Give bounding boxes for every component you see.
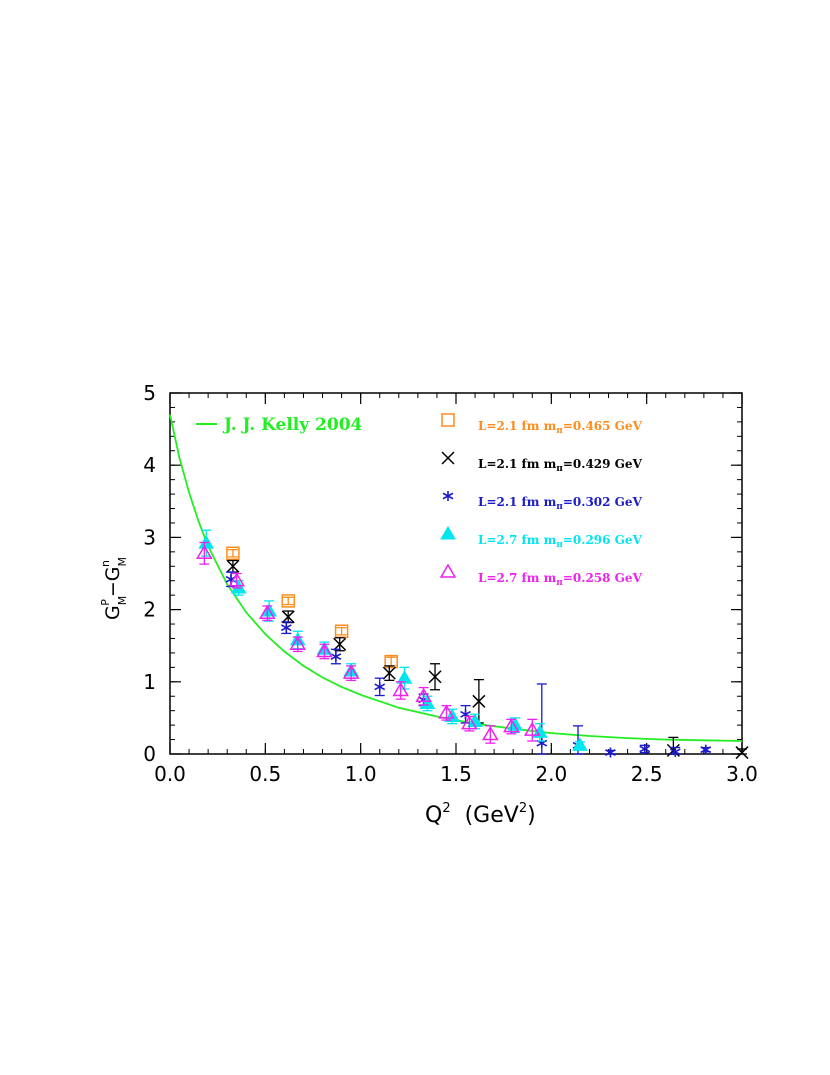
legend-label: L=2.7 fm mπ=0.258 GeV bbox=[478, 571, 643, 588]
series-group bbox=[196, 541, 541, 744]
plot-frame bbox=[169, 392, 743, 755]
data-point bbox=[438, 704, 455, 719]
x-tick-label: 3.0 bbox=[726, 762, 758, 786]
data-point bbox=[281, 610, 295, 624]
data-point bbox=[226, 559, 240, 573]
y-tick-label: 0 bbox=[143, 742, 156, 766]
x-tick-label: 1.0 bbox=[345, 762, 377, 786]
data-points-layer bbox=[196, 529, 749, 760]
data-point bbox=[572, 737, 588, 751]
x-tick-label: 1.5 bbox=[440, 762, 472, 786]
data-point bbox=[502, 718, 520, 733]
data-point bbox=[258, 604, 276, 619]
y-axis-title: GMP−GMn bbox=[99, 557, 129, 620]
data-point bbox=[226, 546, 240, 561]
x-tick-label: 0.5 bbox=[249, 762, 281, 786]
series-group bbox=[225, 571, 712, 758]
data-point bbox=[384, 654, 398, 669]
data-point bbox=[333, 637, 347, 651]
y-tick-label: 5 bbox=[143, 381, 156, 405]
series-group bbox=[226, 546, 398, 669]
data-point bbox=[415, 687, 432, 702]
data-point bbox=[280, 622, 292, 633]
data-point bbox=[374, 681, 386, 692]
data-point bbox=[196, 544, 213, 560]
legend-label: L=2.1 fm mπ=0.429 GeV bbox=[478, 457, 643, 474]
data-point bbox=[669, 746, 681, 757]
legend: J. J. Kelly 2004 L=2.1 fm mπ=0.465 GeV L=2… bbox=[196, 413, 643, 588]
data-point bbox=[330, 651, 342, 662]
y-tick-label: 1 bbox=[143, 670, 156, 694]
data-point bbox=[281, 594, 295, 608]
legend-kelly-label: J. J. Kelly 2004 bbox=[222, 415, 363, 435]
data-point bbox=[439, 563, 457, 578]
x-tick-label: 2.5 bbox=[631, 762, 663, 786]
kelly-curve-layer bbox=[169, 414, 743, 742]
data-point bbox=[482, 726, 499, 741]
data-point bbox=[440, 526, 456, 540]
data-point bbox=[441, 451, 455, 465]
legend-label: L=2.1 fm mπ=0.302 GeV bbox=[478, 495, 643, 512]
data-point bbox=[639, 743, 651, 754]
x-axis-title: Q2 (GeV2) bbox=[425, 801, 536, 828]
data-point bbox=[230, 579, 247, 594]
data-point bbox=[396, 670, 413, 684]
data-point bbox=[523, 721, 541, 736]
y-tick-label: 4 bbox=[143, 453, 156, 477]
series-group bbox=[198, 529, 588, 751]
x-tick-label: 0.0 bbox=[154, 762, 186, 786]
data-point bbox=[472, 694, 486, 708]
data-point bbox=[442, 491, 454, 501]
kelly-curve bbox=[169, 414, 743, 742]
y-tick-label: 3 bbox=[143, 525, 156, 549]
data-point bbox=[392, 681, 410, 697]
data-point bbox=[605, 747, 616, 758]
data-point bbox=[461, 715, 478, 730]
data-point bbox=[428, 670, 442, 684]
series-group bbox=[226, 559, 749, 760]
x-tick-labels: 0.0 0.5 1.0 1.5 2.0 2.5 3.0 bbox=[154, 762, 758, 786]
data-point bbox=[382, 666, 396, 680]
svg-text:GMP−GMn: GMP−GMn bbox=[99, 557, 129, 620]
y-tick-label: 2 bbox=[143, 598, 156, 622]
data-point bbox=[289, 635, 307, 651]
data-point bbox=[419, 695, 436, 709]
data-point bbox=[735, 746, 749, 760]
legend-label: L=2.1 fm mπ=0.465 GeV bbox=[478, 419, 643, 436]
data-point bbox=[700, 744, 712, 755]
x-tick-label: 2.0 bbox=[535, 762, 567, 786]
legend-label: L=2.7 fm mπ=0.296 GeV bbox=[478, 533, 643, 550]
data-point bbox=[536, 738, 548, 749]
axis-ticks bbox=[169, 392, 743, 755]
data-point bbox=[441, 413, 455, 427]
data-point bbox=[316, 642, 333, 658]
data-point bbox=[228, 572, 246, 587]
y-tick-labels: 0 1 2 3 4 5 bbox=[143, 381, 156, 766]
data-point bbox=[342, 664, 360, 679]
